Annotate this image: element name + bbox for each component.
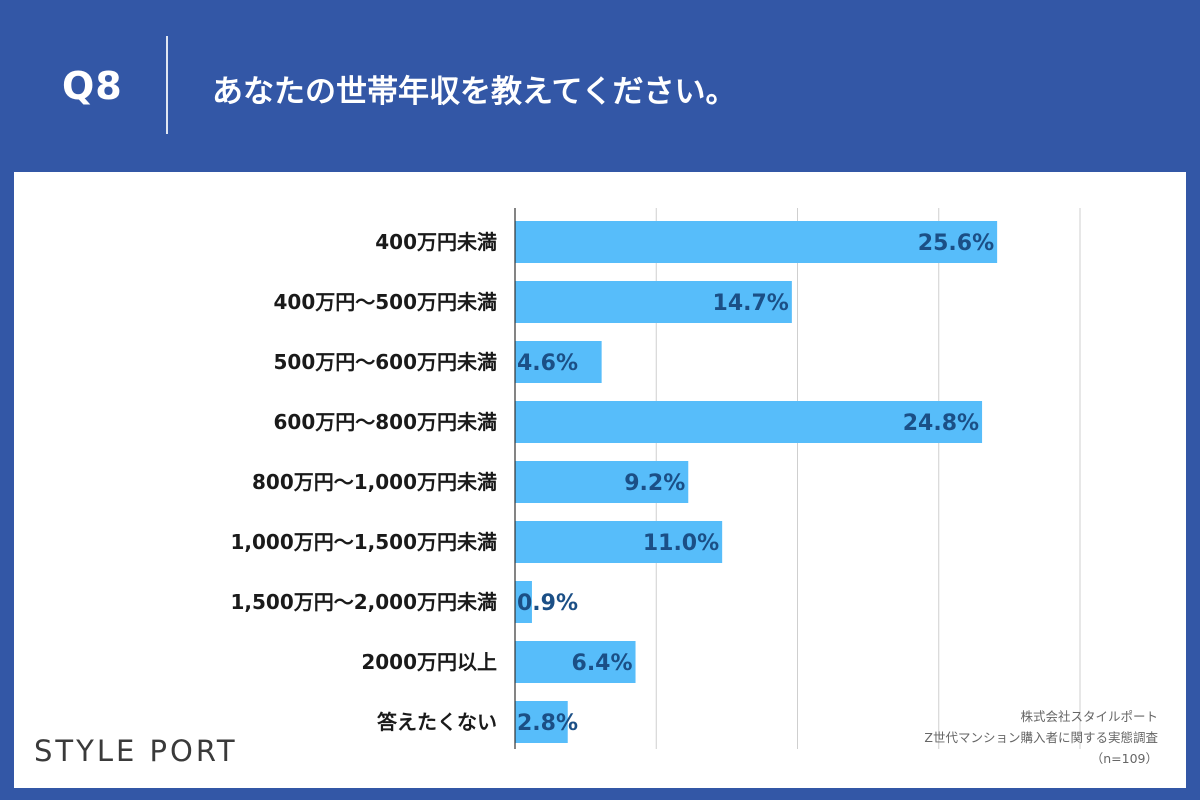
brand-logo: STYLE PORT — [34, 734, 238, 768]
category-label: 500万円～600万円未満 — [274, 350, 498, 374]
source-note: 株式会社スタイルポート Z世代マンション購入者に関する実態調査 （n=109） — [924, 706, 1158, 769]
category-label: 2000万円以上 — [361, 650, 497, 674]
data-label: 9.2% — [624, 471, 685, 496]
source-sample-size: （n=109） — [1090, 751, 1158, 766]
bar-chart: 400万円未満 25.6% 400万円～500万円未満 14.7% 500万円～600万… — [230, 208, 1081, 749]
header-divider — [166, 36, 168, 134]
category-label: 800万円～1,000万円未満 — [252, 470, 497, 494]
bar — [515, 461, 689, 503]
bar — [515, 641, 636, 683]
source-company: 株式会社スタイルポート — [1020, 709, 1158, 724]
data-label: 11.0% — [643, 531, 719, 556]
category-label: 1,000万円～1,500万円未満 — [230, 530, 497, 554]
question-title: あなたの世帯年収を教えてください。 — [212, 74, 737, 110]
category-label: 答えたくない — [377, 710, 497, 734]
category-label: 600万円～800万円未満 — [274, 410, 498, 434]
category-label: 400万円未満 — [375, 230, 497, 254]
bar — [515, 341, 602, 383]
bar — [515, 701, 568, 743]
data-label: 24.8% — [903, 411, 979, 436]
category-label: 400万円～500万円未満 — [274, 290, 498, 314]
bar — [515, 281, 792, 323]
data-label: 25.6% — [918, 231, 994, 256]
data-label: 4.6% — [517, 351, 578, 376]
bar — [515, 401, 983, 443]
question-number: Q8 — [62, 64, 123, 108]
bar — [515, 221, 998, 263]
data-label: 2.8% — [517, 711, 578, 736]
data-label: 0.9% — [517, 591, 578, 616]
category-label: 1,500万円～2,000万円未満 — [230, 590, 497, 614]
chart-panel: 400万円未満 25.6% 400万円～500万円未満 14.7% 500万円～600万… — [14, 172, 1186, 788]
bar — [515, 521, 723, 563]
data-label: 14.7% — [713, 291, 789, 316]
bar — [515, 581, 532, 623]
header-bar: Q8 あなたの世帯年収を教えてください。 — [0, 0, 1200, 170]
data-label: 6.4% — [572, 651, 633, 676]
source-survey: Z世代マンション購入者に関する実態調査 — [924, 730, 1158, 745]
